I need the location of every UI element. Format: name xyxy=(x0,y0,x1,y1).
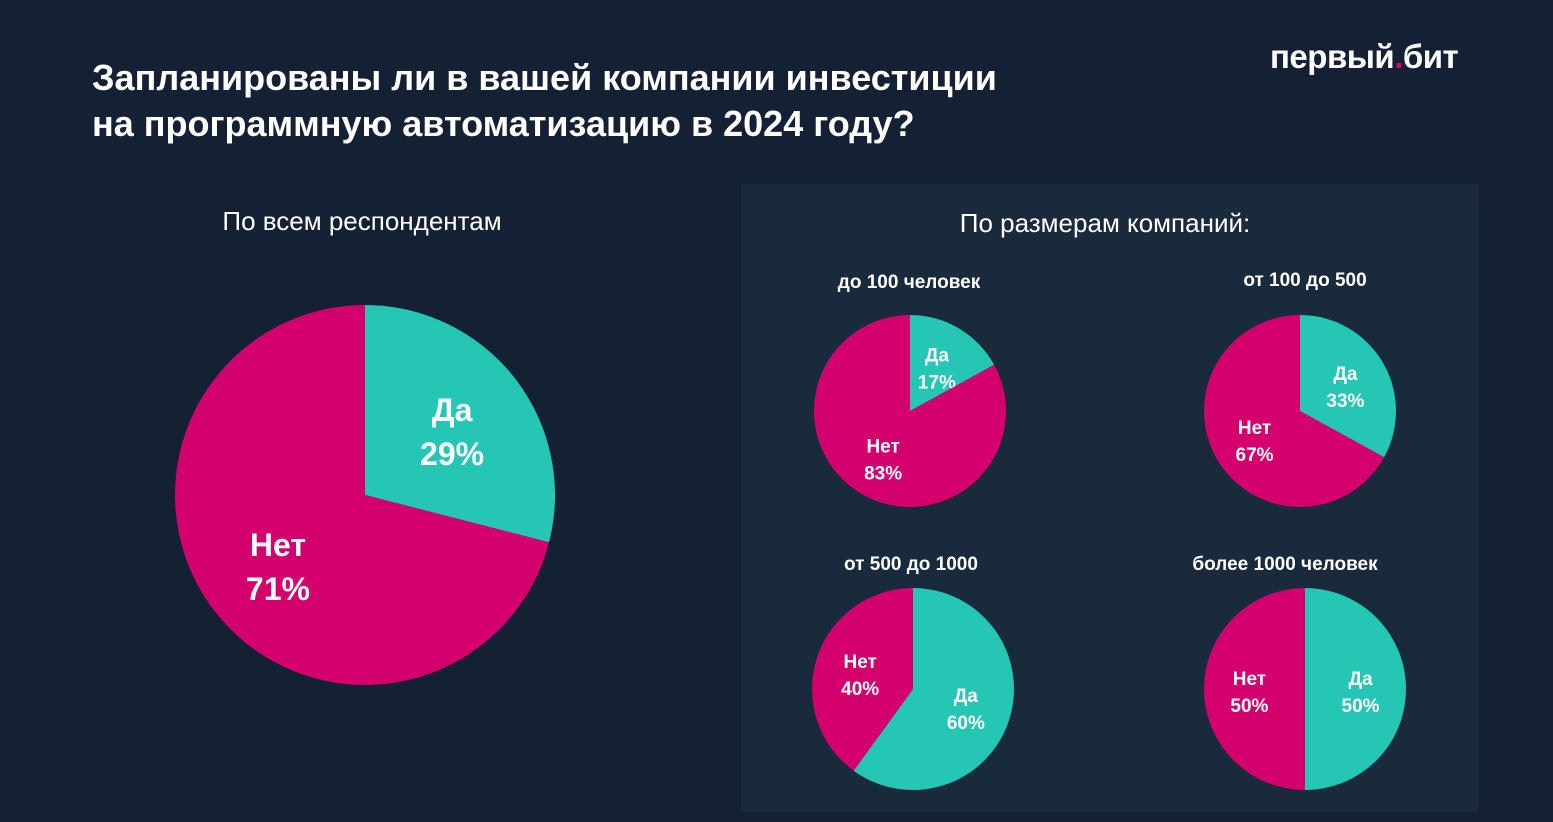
chart-3-title: от 500 до 1000 xyxy=(844,554,978,575)
pie-slice-no xyxy=(175,305,550,685)
chart-4-title: более 1000 человек xyxy=(1192,554,1378,575)
slice-value-no: 40% xyxy=(841,679,879,700)
slice-label-yes: Да xyxy=(1333,364,1358,385)
page-title-line-1: Запланированы ли в вашей компании инвест… xyxy=(92,57,997,98)
slice-label-no: Нет xyxy=(1233,669,1266,690)
slice-label-yes: Да xyxy=(925,346,950,367)
pie-slice-no xyxy=(1204,588,1305,790)
slice-label-no: Нет xyxy=(250,527,306,563)
slice-label-no: Нет xyxy=(1238,418,1271,439)
slice-value-no: 83% xyxy=(864,463,902,484)
left-section-title: По всем респондентам xyxy=(222,206,502,236)
pie-slice-yes xyxy=(910,315,995,411)
brand-logo: первый.бит xyxy=(1270,38,1459,76)
pie-slice-yes xyxy=(365,305,556,543)
pie-slice-yes xyxy=(1305,588,1406,790)
slice-label-no: Нет xyxy=(843,652,876,673)
pie-slice-yes xyxy=(853,588,1014,790)
slice-label-no: Нет xyxy=(866,436,899,457)
page-title-line-2: на программную автоматизацию в 2024 году… xyxy=(92,103,915,144)
slice-value-no: 50% xyxy=(1230,696,1268,717)
pie-slice-no xyxy=(811,588,913,771)
pie-slice-no xyxy=(813,315,1006,508)
slice-value-yes: 17% xyxy=(918,373,956,394)
slice-value-yes: 33% xyxy=(1326,391,1364,412)
logo-dot: . xyxy=(1394,38,1403,75)
pie-slice-no xyxy=(1203,315,1385,508)
slice-value-yes: 50% xyxy=(1342,696,1380,717)
slice-label-yes: Да xyxy=(432,392,473,428)
slice-value-no: 67% xyxy=(1236,445,1274,466)
pie-slice-yes xyxy=(1300,315,1396,458)
slice-label-yes: Да xyxy=(954,686,979,707)
logo-part-2: бит xyxy=(1402,38,1459,75)
slice-value-no: 71% xyxy=(246,571,310,607)
page-title: Запланированы ли в вашей компании инвест… xyxy=(92,55,1192,147)
slice-value-yes: 29% xyxy=(420,436,484,472)
logo-part-1: первый xyxy=(1270,38,1395,75)
chart-2-title: от 100 до 500 xyxy=(1243,270,1367,291)
slice-value-yes: 60% xyxy=(947,713,985,734)
slice-label-yes: Да xyxy=(1348,669,1373,690)
chart-1-title: до 100 человек xyxy=(837,272,981,293)
right-section-title: По размерам компаний: xyxy=(959,208,1251,238)
